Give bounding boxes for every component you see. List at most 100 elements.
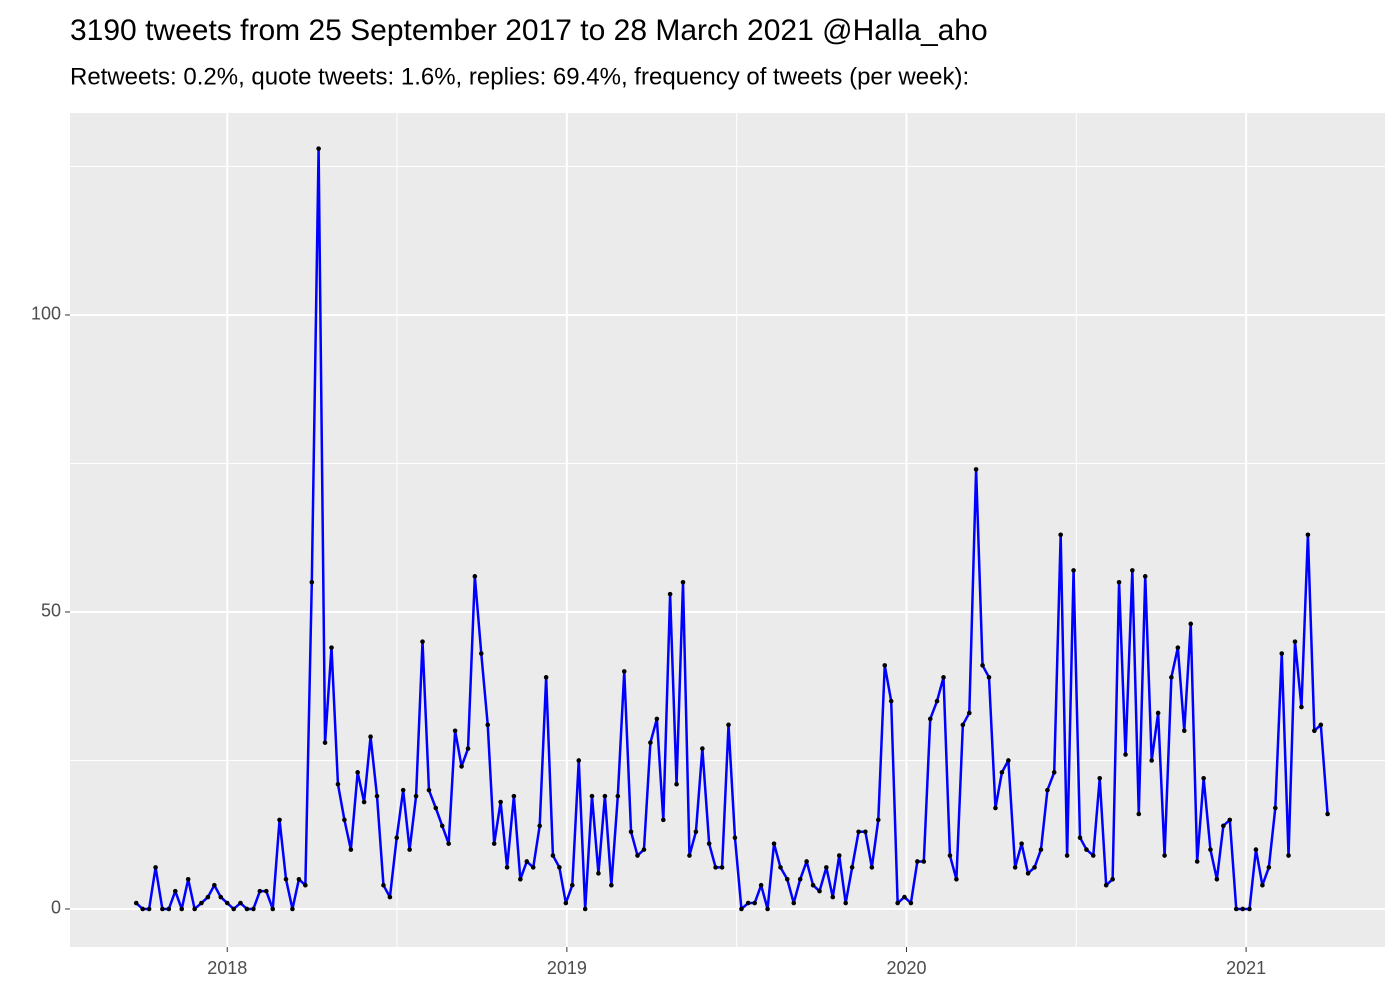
data-point xyxy=(927,716,933,722)
data-point xyxy=(784,876,790,882)
data-point xyxy=(303,882,308,888)
data-point xyxy=(212,882,217,888)
data-point xyxy=(947,853,953,858)
data-point xyxy=(1194,859,1200,864)
data-point xyxy=(160,906,165,912)
data-point xyxy=(765,906,770,912)
data-point xyxy=(251,906,256,912)
data-point xyxy=(1045,787,1050,793)
data-point xyxy=(875,817,881,823)
data-point xyxy=(921,859,927,864)
data-point xyxy=(934,698,940,704)
data-point xyxy=(661,817,666,823)
data-point xyxy=(687,853,692,858)
data-point xyxy=(582,906,588,912)
data-point xyxy=(576,758,582,763)
data-point xyxy=(557,865,562,870)
data-point xyxy=(1142,574,1148,579)
data-point xyxy=(224,900,230,906)
data-point xyxy=(1032,865,1037,870)
data-point xyxy=(543,675,549,680)
data-point xyxy=(915,859,920,864)
data-point xyxy=(986,675,992,680)
data-point xyxy=(439,823,445,829)
data-point xyxy=(1077,835,1083,841)
data-point xyxy=(843,900,848,906)
data-point xyxy=(1208,847,1213,852)
data-point xyxy=(1116,579,1122,585)
data-point xyxy=(153,865,158,870)
data-point xyxy=(524,859,530,864)
data-point xyxy=(387,894,393,900)
data-point xyxy=(1253,847,1259,852)
data-point xyxy=(511,793,517,799)
data-point xyxy=(1123,752,1128,757)
y-tick-label: 100 xyxy=(31,304,61,324)
data-point xyxy=(713,865,718,870)
data-point xyxy=(420,639,425,644)
data-point xyxy=(732,835,738,841)
data-point xyxy=(322,740,328,745)
data-point xyxy=(218,894,224,900)
data-point xyxy=(1312,728,1317,734)
data-point xyxy=(478,651,484,656)
data-point xyxy=(967,710,972,716)
data-point xyxy=(530,865,536,870)
x-tick-label: 2019 xyxy=(547,958,587,978)
data-point xyxy=(973,467,979,472)
data-point xyxy=(355,770,360,775)
data-point xyxy=(1058,532,1063,538)
data-point xyxy=(179,906,185,912)
data-point xyxy=(1038,847,1044,852)
data-point xyxy=(752,900,757,906)
data-point xyxy=(244,906,250,912)
data-point xyxy=(1221,823,1226,829)
data-point xyxy=(1240,906,1246,912)
chart-title: 3190 tweets from 25 September 2017 to 28… xyxy=(70,14,988,47)
data-point xyxy=(596,871,601,876)
data-point xyxy=(283,876,289,882)
x-tick-label: 2021 xyxy=(1226,958,1266,978)
data-point xyxy=(205,894,211,900)
data-point xyxy=(1012,865,1018,870)
data-point xyxy=(498,799,503,805)
data-point xyxy=(849,865,855,870)
data-point xyxy=(954,876,959,882)
data-point xyxy=(836,853,842,858)
data-point xyxy=(628,829,634,835)
data-point xyxy=(563,900,569,906)
data-point xyxy=(1188,621,1194,627)
data-point xyxy=(335,781,341,787)
data-point xyxy=(856,829,861,835)
data-point xyxy=(277,817,282,823)
data-point xyxy=(465,746,471,751)
data-point xyxy=(1181,728,1187,734)
data-point xyxy=(426,787,432,793)
data-point xyxy=(758,882,764,888)
data-point xyxy=(361,799,367,805)
data-point xyxy=(621,669,627,674)
x-tick-label: 2018 xyxy=(207,958,247,978)
data-point xyxy=(407,847,412,852)
data-point xyxy=(706,841,712,846)
data-point xyxy=(296,876,302,882)
data-point xyxy=(1233,906,1239,912)
data-point xyxy=(882,663,888,668)
data-point xyxy=(674,781,679,787)
data-point xyxy=(980,663,985,668)
data-point xyxy=(257,888,263,894)
chart-subtitle: Retweets: 0.2%, quote tweets: 1.6%, repl… xyxy=(70,63,969,90)
data-point xyxy=(1325,811,1330,817)
data-point xyxy=(491,841,497,846)
data-point xyxy=(830,894,836,900)
data-point xyxy=(810,882,816,888)
data-point xyxy=(667,591,673,597)
data-point xyxy=(1279,651,1285,656)
data-point xyxy=(993,805,998,811)
data-point xyxy=(1136,811,1142,817)
data-point xyxy=(309,579,315,585)
data-point xyxy=(446,841,451,846)
data-point xyxy=(1110,876,1115,882)
data-point xyxy=(1006,758,1011,763)
